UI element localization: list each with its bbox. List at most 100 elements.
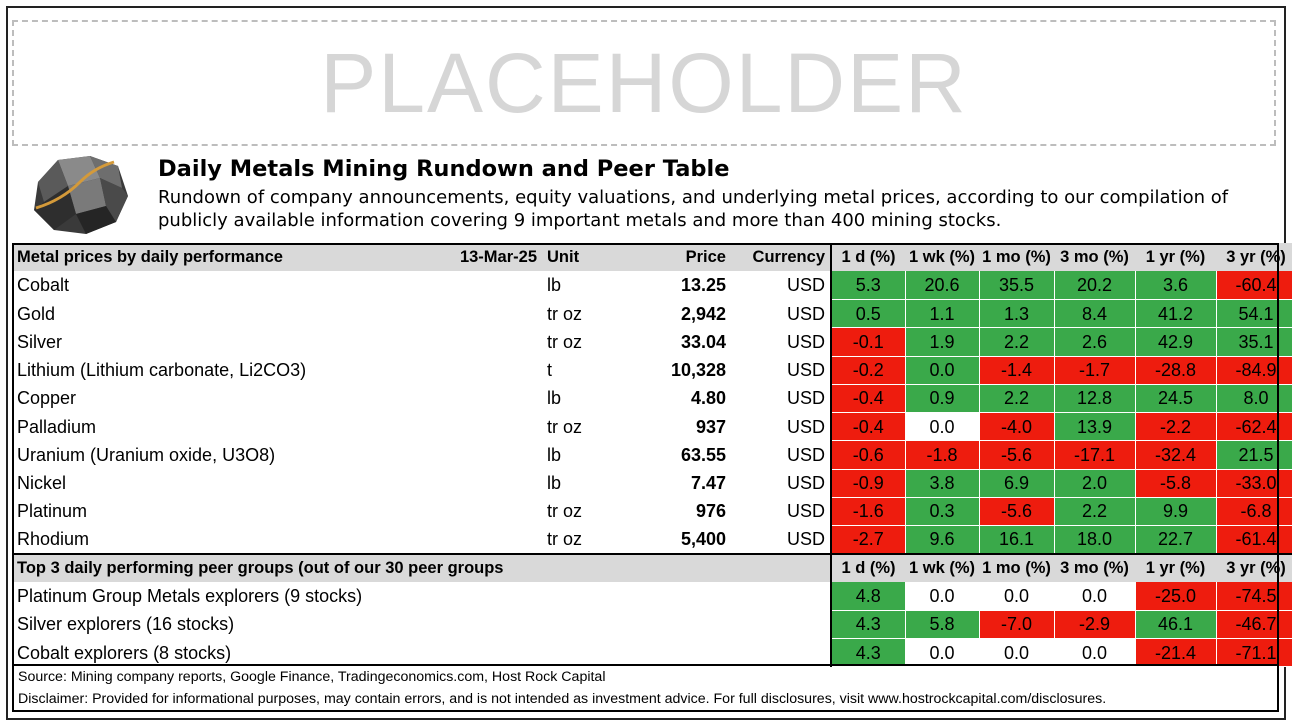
placeholder-banner: PLACEHOLDER bbox=[12, 20, 1276, 146]
peer-group-name: Cobalt explorers (8 stocks) bbox=[17, 642, 232, 663]
metal-name: Rhodium bbox=[17, 529, 90, 550]
period-header: 3 mo (%) bbox=[1054, 552, 1135, 582]
peer-change-cell: -2.9 bbox=[1054, 610, 1136, 640]
metal-change-cell: 2.2 bbox=[979, 384, 1055, 414]
disclaimer-note: Disclaimer: Provided for informational p… bbox=[18, 691, 1107, 707]
metal-row: Copper lb 4.80 USD -0.4 0.9 2.2 12.8 24.5 8.0 bbox=[12, 384, 1292, 414]
metal-change-cell: 8.0 bbox=[1216, 384, 1292, 414]
period-header: 3 mo (%) bbox=[1054, 243, 1135, 272]
metal-change-cell: 20.2 bbox=[1054, 271, 1136, 301]
page-title: Daily Metals Mining Rundown and Peer Tab… bbox=[158, 156, 730, 182]
metal-row: Lithium (Lithium carbonate, Li2CO3) t 10,3… bbox=[12, 356, 1292, 385]
metal-change-cell: -2.2 bbox=[1135, 412, 1217, 442]
peer-change-cell: -71.1 bbox=[1216, 638, 1292, 668]
peer-change-cell: -7.0 bbox=[979, 610, 1055, 640]
metal-currency: USD bbox=[786, 501, 825, 522]
metal-change-cell: 6.9 bbox=[979, 469, 1055, 498]
peer-change-cell: 0.0 bbox=[905, 638, 980, 668]
metal-change-cell: 2.2 bbox=[1054, 497, 1136, 527]
metal-change-cell: -0.4 bbox=[830, 384, 906, 414]
metal-change-cell: -62.4 bbox=[1216, 412, 1292, 442]
peer-change-cell: 0.0 bbox=[1054, 638, 1136, 668]
peer-change-cell: -46.7 bbox=[1216, 610, 1292, 640]
peer-change-cell: 0.0 bbox=[1054, 582, 1136, 611]
metal-row: Cobalt lb 13.25 USD 5.3 20.6 35.5 20.2 3.6 -60.4 bbox=[12, 271, 1292, 301]
metal-change-cell: -0.2 bbox=[830, 356, 906, 385]
period-header: 1 yr (%) bbox=[1135, 552, 1216, 582]
metal-currency: USD bbox=[786, 473, 825, 494]
page-subtitle: Rundown of company announcements, equity… bbox=[158, 187, 1229, 231]
rock-logo-icon bbox=[34, 156, 128, 234]
peer-group-name: Platinum Group Metals explorers (9 stock… bbox=[17, 586, 363, 607]
metal-price: 7.47 bbox=[690, 473, 726, 494]
metal-change-cell: -28.8 bbox=[1135, 356, 1217, 385]
metal-currency: USD bbox=[786, 331, 825, 352]
metal-change-cell: -60.4 bbox=[1216, 271, 1292, 301]
metal-change-cell: -1.7 bbox=[1054, 356, 1136, 385]
metal-name: Silver bbox=[17, 331, 63, 352]
metal-price: 5,400 bbox=[680, 529, 726, 550]
metal-change-cell: 2.2 bbox=[979, 327, 1055, 357]
metal-change-cell: 20.6 bbox=[905, 271, 980, 301]
metal-change-cell: 1.1 bbox=[905, 299, 980, 329]
metal-currency: USD bbox=[786, 444, 825, 465]
metal-unit: tr oz bbox=[547, 529, 583, 550]
price-header: Price bbox=[644, 243, 731, 272]
peer-change-cell: 4.3 bbox=[830, 638, 906, 668]
metal-row: Rhodium tr oz 5,400 USD -2.7 9.6 16.1 18.0 22.7-… bbox=[12, 525, 1292, 555]
metal-price: 63.55 bbox=[680, 444, 726, 465]
period-header: 1 mo (%) bbox=[979, 552, 1054, 582]
metal-change-cell: -1.8 bbox=[905, 440, 980, 470]
peers-header-row: Top 3 daily performing peer groups (out … bbox=[12, 552, 1292, 582]
metal-row: Uranium (Uranium oxide, U3O8) lb 63.55 USD -… bbox=[12, 440, 1292, 470]
metals-header-label: Metal prices by daily performance bbox=[12, 243, 440, 272]
metal-price: 976 bbox=[695, 501, 726, 522]
metal-change-cell: -4.0 bbox=[979, 412, 1055, 442]
metal-change-cell: 8.4 bbox=[1054, 299, 1136, 329]
metals-peer-table: Metal prices by daily performance 13-Mar-… bbox=[12, 243, 1292, 668]
metal-price: 2,942 bbox=[680, 303, 726, 324]
metal-price: 937 bbox=[695, 416, 726, 437]
metal-price: 4.80 bbox=[690, 388, 726, 409]
metal-name: Gold bbox=[17, 303, 56, 324]
metal-currency: USD bbox=[786, 275, 825, 296]
metal-change-cell: -1.6 bbox=[830, 497, 906, 527]
metal-currency: USD bbox=[786, 360, 825, 381]
metal-unit: lb bbox=[547, 444, 562, 465]
metal-unit: tr oz bbox=[547, 303, 583, 324]
metal-row: Gold tr oz 2,942 USD 0.5 1.1 1.3 8.4 41.2 54.1 bbox=[12, 299, 1292, 329]
period-header: 1 d (%) bbox=[830, 243, 905, 272]
metal-change-cell: -1.4 bbox=[979, 356, 1055, 385]
currency-header: Currency bbox=[731, 243, 831, 272]
metal-change-cell: 24.5 bbox=[1135, 384, 1217, 414]
metal-unit: lb bbox=[547, 388, 562, 409]
metal-change-cell: 35.5 bbox=[979, 271, 1055, 301]
peer-change-cell: -25.0 bbox=[1135, 582, 1217, 611]
metal-name: Palladium bbox=[17, 416, 97, 437]
source-note: Source: Mining company reports, Google F… bbox=[18, 669, 606, 685]
metal-currency: USD bbox=[786, 388, 825, 409]
metal-unit: tr oz bbox=[547, 331, 583, 352]
metal-currency: USD bbox=[786, 416, 825, 437]
metal-change-cell: 54.1 bbox=[1216, 299, 1292, 329]
peer-change-cell: 4.8 bbox=[830, 582, 906, 611]
metal-change-cell: 0.0 bbox=[905, 412, 980, 442]
metal-unit: tr oz bbox=[547, 416, 583, 437]
peer-change-cell: 46.1 bbox=[1135, 610, 1217, 640]
metal-change-cell: 21.5 bbox=[1216, 440, 1292, 470]
metal-change-cell: -17.1 bbox=[1054, 440, 1136, 470]
metal-change-cell: -0.6 bbox=[830, 440, 906, 470]
placeholder-text: PLACEHOLDER bbox=[320, 36, 968, 130]
metal-change-cell: -5.8 bbox=[1135, 469, 1217, 498]
metal-change-cell: 1.9 bbox=[905, 327, 980, 357]
metal-change-cell: 41.2 bbox=[1135, 299, 1217, 329]
metal-name: Cobalt bbox=[17, 275, 70, 296]
period-header: 1 d (%) bbox=[830, 552, 905, 582]
peer-change-cell: -21.4 bbox=[1135, 638, 1217, 668]
peer-group-row: Cobalt explorers (8 stocks) 4.3 0.0 0.0 0.0-… bbox=[12, 638, 1292, 668]
peer-group-row: Silver explorers (16 stocks) 4.3 5.8 -7.0 -2… bbox=[12, 610, 1292, 640]
metal-name: Lithium (Lithium carbonate, Li2CO3) bbox=[17, 360, 307, 381]
metals-header-row: Metal prices by daily performance 13-Mar-… bbox=[12, 243, 1292, 272]
metal-name: Nickel bbox=[17, 473, 67, 494]
period-header: 1 wk (%) bbox=[905, 243, 979, 272]
